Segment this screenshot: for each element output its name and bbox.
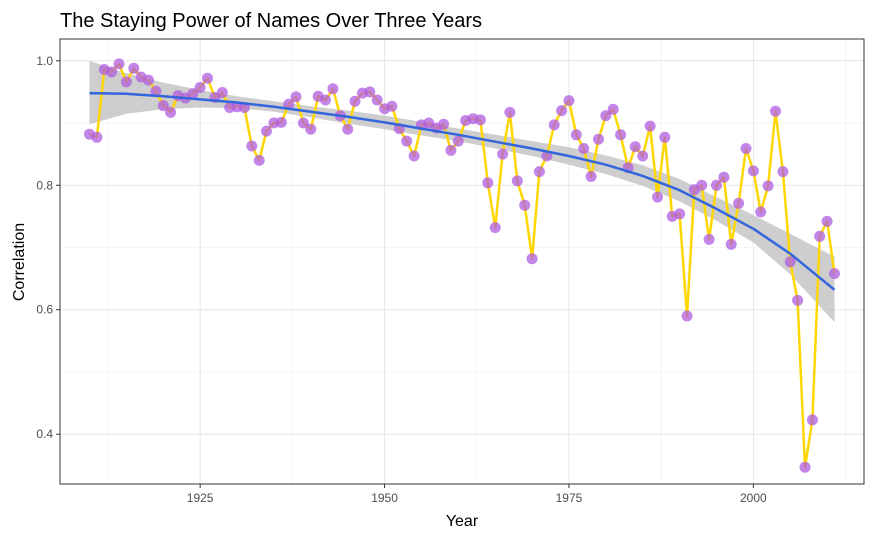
x-tick-label: 2000 <box>740 491 767 505</box>
data-point <box>519 199 531 211</box>
y-axis-title: Correlation <box>11 223 28 301</box>
data-point <box>371 94 383 106</box>
smooth-line-layer <box>89 91 836 291</box>
data-point <box>474 114 486 126</box>
data-point <box>327 83 339 95</box>
data-point <box>570 129 582 141</box>
data-point <box>349 95 361 107</box>
x-tick-label: 1950 <box>371 491 398 505</box>
data-point <box>253 154 265 166</box>
data-point <box>829 268 840 280</box>
data-point <box>718 171 730 183</box>
data-point <box>548 119 560 131</box>
data-point <box>120 76 132 88</box>
data-point <box>615 129 627 141</box>
data-point <box>283 98 295 110</box>
data-point <box>711 179 722 191</box>
data-point <box>556 105 568 117</box>
data-point <box>703 233 715 245</box>
data-point <box>784 256 796 268</box>
data-point <box>533 166 545 178</box>
data-point <box>261 125 272 137</box>
data-point <box>637 150 649 162</box>
grid-layer <box>60 39 864 484</box>
confidence-ribbon <box>89 60 835 323</box>
data-point <box>438 118 450 130</box>
data-point <box>113 58 125 70</box>
data-point <box>504 106 516 118</box>
y-tick-label: 0.6 <box>36 303 53 317</box>
data-point <box>150 85 162 97</box>
data-point <box>275 116 287 128</box>
data-point <box>593 133 604 145</box>
data-point <box>157 100 169 112</box>
y-tick-label: 0.8 <box>36 178 53 192</box>
data-point <box>563 95 575 107</box>
data-point <box>342 123 354 135</box>
data-point <box>246 140 258 152</box>
x-tick-label: 1925 <box>187 491 214 505</box>
data-point <box>320 94 331 106</box>
data-point <box>364 86 376 98</box>
data-point <box>696 179 708 191</box>
data-point <box>290 91 302 103</box>
data-point <box>740 143 752 154</box>
data-point <box>681 310 693 322</box>
data-point <box>792 294 804 306</box>
data-point <box>305 123 317 135</box>
data-point <box>202 72 213 84</box>
data-point <box>408 150 420 162</box>
data-point-layer <box>84 58 840 473</box>
data-point <box>607 103 619 115</box>
data-point <box>452 135 464 147</box>
data-point <box>644 120 656 132</box>
data-point <box>445 144 457 156</box>
y-tick-label: 0.4 <box>36 427 53 441</box>
confidence-ribbon-layer <box>89 60 835 323</box>
data-point <box>526 253 538 265</box>
data-point <box>600 110 612 122</box>
x-axis-ticks: 1925 1950 1975 2000 <box>187 484 767 505</box>
data-point <box>143 74 154 86</box>
plot-panel-border <box>59 38 865 485</box>
data-point <box>165 106 177 118</box>
data-point <box>489 222 501 234</box>
data-point <box>106 66 118 78</box>
data-point <box>799 461 811 473</box>
data-point <box>814 230 826 242</box>
data-point <box>585 171 597 182</box>
data-point <box>497 148 509 160</box>
data-point <box>755 206 767 218</box>
data-point <box>482 177 494 189</box>
data-point <box>747 165 759 177</box>
data-point <box>733 197 745 209</box>
data-point <box>652 191 663 203</box>
x-tick-label: 1975 <box>556 491 583 505</box>
data-point <box>297 117 309 129</box>
data-point <box>762 180 774 192</box>
smooth-trend-line <box>89 91 836 291</box>
data-point <box>511 175 523 187</box>
data-point <box>674 208 686 220</box>
data-point <box>578 143 590 154</box>
y-tick-label: 1.0 <box>36 54 53 68</box>
y-axis-ticks: 0.4 0.6 0.8 1.0 <box>36 54 60 441</box>
data-point <box>194 82 206 93</box>
data-point <box>128 62 140 74</box>
data-point <box>386 100 398 112</box>
x-axis-title: Year <box>446 513 479 530</box>
data-point <box>770 105 781 117</box>
data-point <box>216 87 228 98</box>
chart-title: The Staying Power of Names Over Three Ye… <box>60 10 482 32</box>
data-point <box>91 131 103 143</box>
data-point <box>187 88 199 100</box>
data-point <box>401 135 413 147</box>
data-point <box>777 166 789 178</box>
data-point <box>806 414 818 426</box>
data-point <box>629 141 641 153</box>
data-point <box>821 215 833 227</box>
data-point <box>725 238 737 250</box>
data-point <box>659 131 671 143</box>
